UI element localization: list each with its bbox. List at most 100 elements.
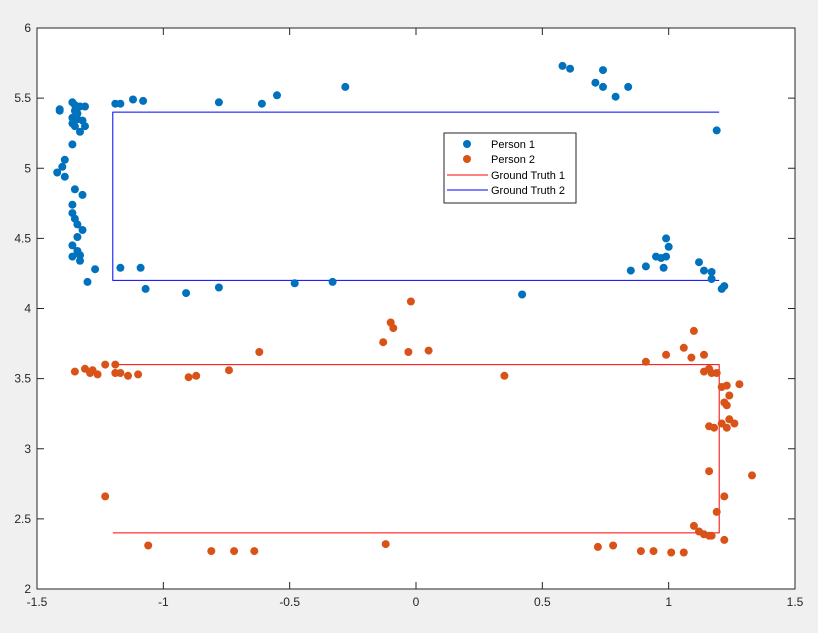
person-2-point [404,348,413,356]
person-1-point [328,277,337,286]
person-2-point [720,492,729,501]
person-2-point [424,346,433,355]
person-1-point [659,263,668,272]
ground-truth-lines [112,111,720,534]
person-1-point [591,78,600,87]
person-1-point [60,155,69,164]
person-1-point [599,66,607,75]
x-tick-label: 0 [413,595,420,609]
person-2-point [689,521,698,530]
person-2-point [712,507,721,516]
ground-truth-2-line [112,111,720,281]
person-1-point [566,64,575,73]
person-2-point [722,381,731,390]
person-2-point [93,370,102,379]
person-1-point [60,172,69,181]
person-1-point [720,282,729,291]
person-1-point [341,82,350,91]
legend-label-person-1: Person 1 [491,139,535,151]
person-1-point [76,127,84,136]
person-2-point [70,367,79,376]
person-1-point [707,268,716,276]
person-1-point [599,82,607,91]
person-1-point [73,220,82,229]
person-1-point [68,200,77,209]
person-2-point [255,348,264,356]
person-1-point [257,99,266,108]
person-2-point [609,541,618,550]
legend-label-ground-truth-2: Ground Truth 2 [491,185,565,197]
person-1-point [55,106,64,115]
person-1-point [712,126,721,135]
person-1-point [68,140,77,149]
person-2-point [662,350,671,359]
person-1-point [76,256,84,265]
axes-background [37,28,795,589]
person-2-point [389,324,398,333]
person-2-point [111,360,120,369]
person-1-point [68,241,77,250]
person-1-point [664,242,673,251]
person-1-point [81,102,89,111]
legend-label-ground-truth-1: Ground Truth 1 [491,170,565,182]
person-1-point [558,61,567,70]
person-1-point [624,82,633,91]
y-tick-label: 3.5 [14,372,31,386]
x-tick-label: 1.5 [787,595,804,609]
person-1-point [129,95,137,104]
y-tick-label: 4.5 [14,231,31,245]
person-2-point [722,423,731,432]
y-tick-label: 6 [24,21,31,35]
person-2-point [144,541,153,550]
person-2-point [720,535,729,544]
y-tick-label: 4 [24,302,31,316]
person-2-point [667,548,676,557]
person-2-point [192,371,201,380]
person-1-point [182,289,191,298]
x-tick-label: 1 [665,595,672,609]
person-1-point [136,263,145,272]
person-1-point [81,122,89,131]
person-1-point [139,96,148,105]
person-2-point [101,360,110,369]
person-1-point [662,252,671,261]
person-1-point [70,185,79,194]
y-tick-label: 3 [24,442,31,456]
person-2-point [689,326,698,335]
person-2-point [730,419,739,428]
legend-label-person-2: Person 2 [491,154,535,166]
person-2-point [184,373,193,382]
person-1-point [78,190,87,199]
y-tick-label: 2.5 [14,512,31,526]
person-1-point [53,168,62,177]
y-tick-label: 2 [24,582,31,596]
person-1-point [700,266,708,275]
person-1-point [83,277,92,286]
person-1-point [58,162,67,171]
person-2-point [649,547,658,556]
person-2-point [116,369,125,377]
axis-ticks: -1.5 -1 -0.5 0 0.5 1 1.5 2 2.5 3 3.5 4 4.5 5 5.5 6 [14,21,803,609]
person-1-point [518,290,527,299]
person-1-point [273,91,281,100]
person-1-point [707,275,716,283]
person-1-point [73,233,82,241]
person-1-point [214,98,223,107]
person-2-point [134,370,143,379]
person-1-point [78,226,87,234]
person-1-point [695,258,703,267]
person-2-point [710,423,719,432]
person-2-point [406,297,415,306]
person-2-point [124,371,132,380]
person-2-point [86,369,95,377]
person-2-point [712,369,721,377]
person-2-point [641,357,650,366]
person-1-point [116,263,125,272]
person-2-point [636,547,645,556]
x-tick-label: -1.5 [27,595,48,609]
person-2-point [207,547,216,556]
person-2-point [735,380,744,389]
legend[interactable]: Person 1 Person 2 Ground Truth 1 Ground … [443,132,577,204]
person-1-point [290,279,299,288]
